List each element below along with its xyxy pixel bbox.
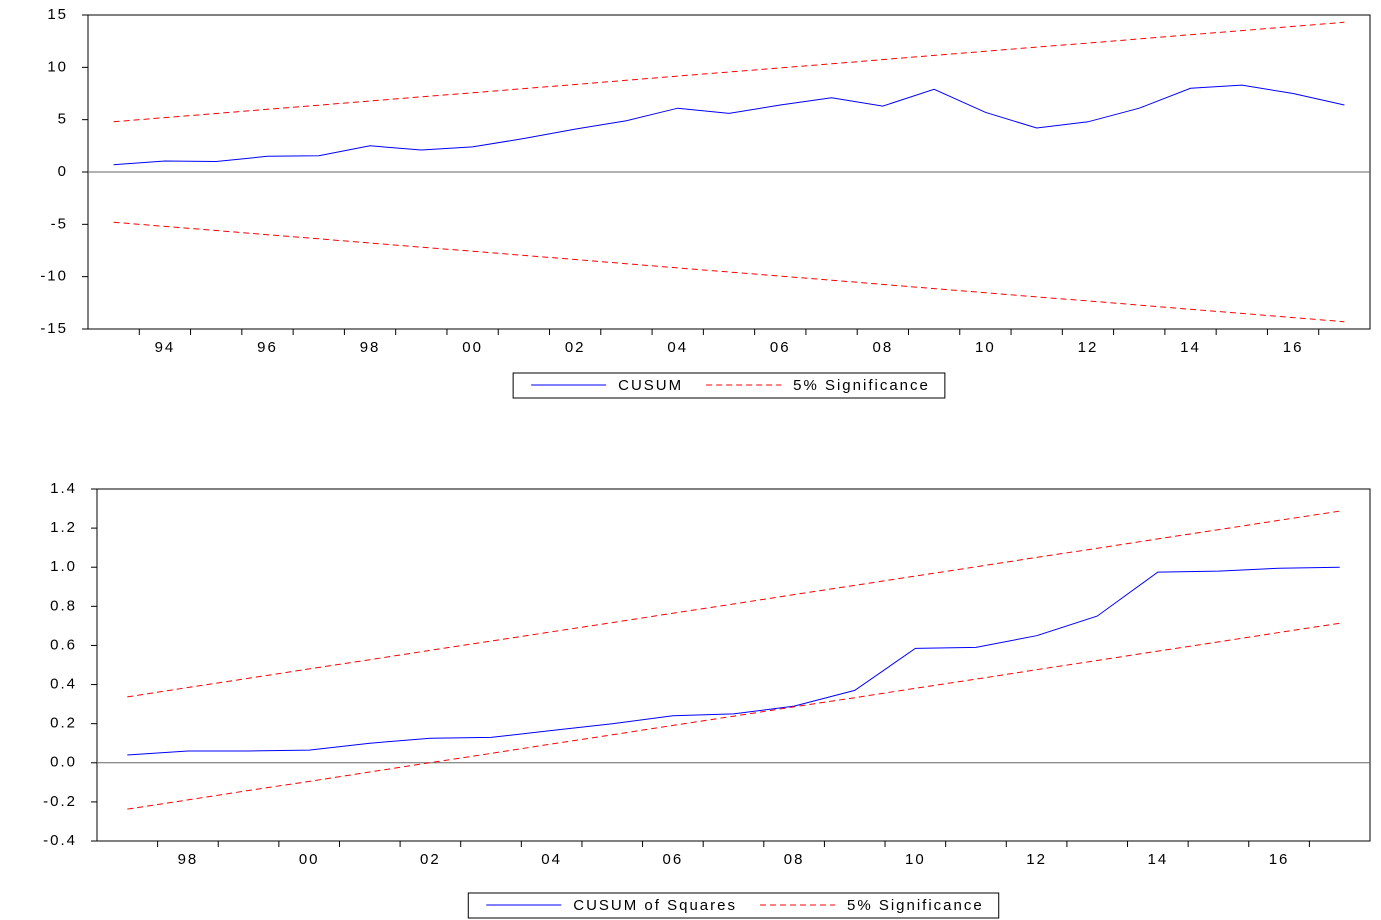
legend-box [512,372,946,399]
y-tick-label: 1.4 [50,480,77,497]
legend-label: CUSUM [618,377,683,394]
x-tick-label: 02 [565,339,586,356]
y-tick-label: 0.0 [50,754,77,771]
y-tick-label: 0.4 [50,676,77,693]
x-tick-label: 98 [178,851,199,868]
x-tick-label: 06 [770,339,791,356]
y-tick-label: 10 [47,58,68,75]
y-tick-label: 0.2 [50,715,77,732]
x-tick-label: 96 [257,339,278,356]
y-tick-label: -5 [51,215,68,232]
y-tick-label: 5 [58,111,68,128]
x-tick-label: 16 [1283,339,1304,356]
series-line [127,566,1340,756]
x-tick-label: 00 [462,339,483,356]
legend-label: CUSUM of Squares [573,897,737,914]
y-tick-label: 0.6 [50,636,77,653]
x-tick-label: 98 [360,339,381,356]
x-tick-label: 10 [905,851,926,868]
y-tick-label: 0 [58,163,68,180]
y-tick-label: -0.2 [43,793,77,810]
x-tick-label: 04 [541,851,562,868]
x-tick-label: 08 [872,339,893,356]
legend-label: 5% Significance [847,897,984,914]
series-line [113,84,1345,166]
x-tick-label: 16 [1269,851,1290,868]
x-tick-label: 04 [667,339,688,356]
x-tick-label: 06 [663,851,684,868]
legend-box [467,892,1000,919]
series-line [127,622,1340,810]
x-tick-label: 02 [420,851,441,868]
y-tick-label: -15 [40,320,68,337]
x-tick-label: 12 [1026,851,1047,868]
y-tick-label: 0.8 [50,597,77,614]
x-tick-label: 14 [1180,339,1201,356]
x-tick-label: 08 [784,851,805,868]
legend-label: 5% Significance [793,377,930,394]
series-line [113,221,1345,323]
series-line [113,21,1345,123]
series-line [127,510,1340,698]
x-tick-label: 10 [975,339,996,356]
x-tick-label: 94 [155,339,176,356]
y-tick-label: 1.0 [50,558,77,575]
plot-frame [96,488,1371,842]
y-tick-label: 15 [47,6,68,23]
y-tick-label: -10 [40,268,68,285]
y-tick-label: -0.4 [43,832,77,849]
y-tick-label: 1.2 [50,519,77,536]
x-tick-label: 14 [1147,851,1168,868]
x-tick-label: 00 [299,851,320,868]
x-tick-label: 12 [1078,339,1099,356]
